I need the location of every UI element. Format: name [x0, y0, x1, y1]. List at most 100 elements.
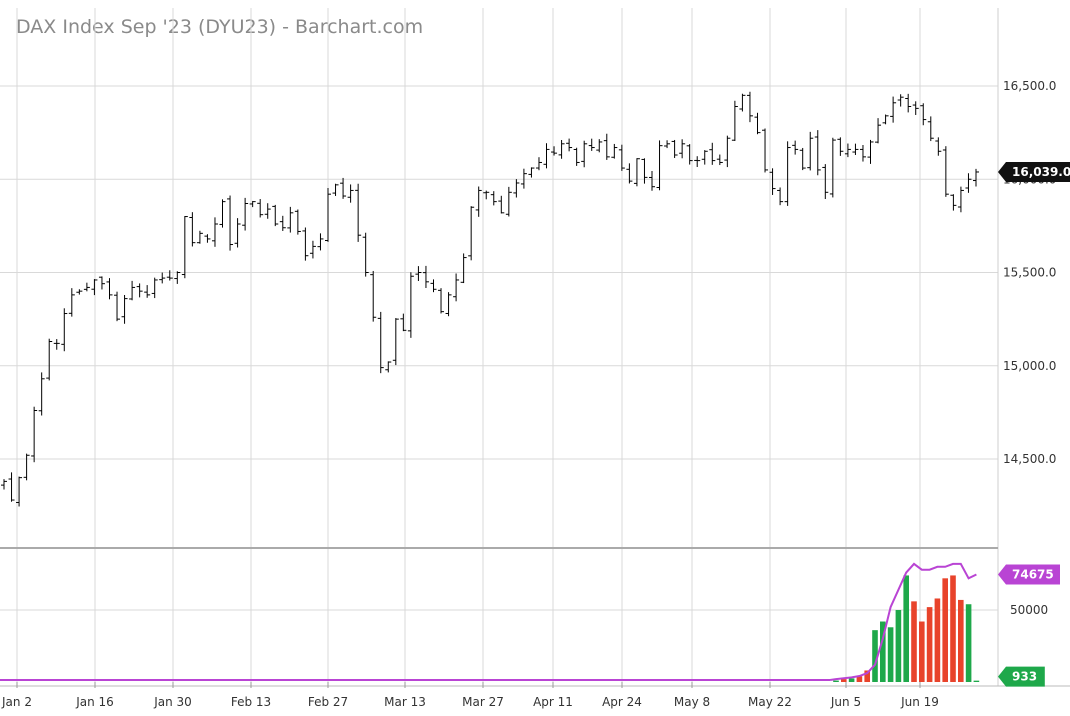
- volume-bar: [848, 678, 855, 682]
- ohlc-bar: [242, 197, 249, 231]
- volume-bar: [903, 575, 909, 682]
- x-tick-label: Feb 13: [231, 695, 271, 709]
- ohlc-bar: [686, 144, 693, 165]
- ohlc-bar: [829, 137, 836, 198]
- ohlc-bar: [694, 156, 701, 168]
- ohlc-bar: [641, 158, 648, 184]
- ohlc-bar: [1, 479, 7, 490]
- x-tick-label: Mar 27: [462, 695, 504, 709]
- ohlc-bar: [407, 272, 414, 338]
- ohlc-bar: [528, 167, 535, 178]
- ohlc-bar: [181, 215, 188, 279]
- ohlc-bar: [513, 179, 520, 198]
- ohlc-bar: [430, 279, 437, 293]
- ohlc-bar: [129, 280, 136, 301]
- ohlc-bar: [859, 144, 866, 162]
- ohlc-bar: [656, 140, 663, 191]
- ohlc-bar: [325, 187, 331, 242]
- ohlc-bar: [98, 276, 105, 290]
- ohlc-bar: [91, 279, 98, 296]
- last-volume-badge-text: 933: [1012, 670, 1037, 684]
- ohlc-bar: [196, 230, 203, 244]
- ohlc-bar: [701, 150, 708, 165]
- ohlc-bar: [46, 338, 53, 381]
- ohlc-bar: [664, 140, 671, 149]
- y-tick-label: 15,000.0: [1003, 359, 1056, 373]
- ohlc-bar: [61, 308, 68, 352]
- y-axis: 14,500.015,000.015,500.016,000.016,500.0…: [1003, 79, 1056, 617]
- ohlc-bar: [189, 212, 196, 247]
- y-tick-label: 16,500.0: [1003, 79, 1056, 93]
- ohlc-bar: [799, 147, 806, 171]
- x-tick-label: Jun 19: [900, 695, 939, 709]
- ohlc-bar: [852, 143, 859, 155]
- ohlc-bar: [8, 472, 15, 502]
- ohlc-bar: [106, 278, 113, 300]
- ohlc-bar: [38, 372, 45, 416]
- ohlc-bar: [460, 253, 467, 284]
- grid: [0, 8, 1070, 687]
- ohlc-bar: [543, 143, 550, 169]
- ohlc-bar: [716, 154, 723, 166]
- x-tick-label: Jan 16: [75, 695, 114, 709]
- volume-ma-badge-bg: [998, 564, 1060, 585]
- volume-bar: [919, 621, 925, 682]
- volume-bar: [911, 601, 917, 682]
- ohlc-bar: [121, 294, 128, 324]
- ohlc-bar: [822, 164, 829, 200]
- ohlc-bar: [905, 93, 912, 113]
- ohlc-bar: [309, 240, 316, 259]
- ohlc-bar: [792, 140, 799, 155]
- ohlc-bar: [211, 217, 218, 247]
- x-axis: Jan 2 Jan 16 Jan 30 Feb 13 Feb 27 Mar 13 Mar 2…: [1, 682, 939, 709]
- ohlc-bar: [438, 288, 445, 314]
- ohlc-bar: [957, 186, 964, 213]
- ohlc-bar: [76, 289, 83, 295]
- ohlc-bar: [453, 273, 460, 302]
- ohlc-bar: [257, 199, 264, 218]
- ohlc-bar: [422, 265, 429, 289]
- ohlc-bar: [777, 187, 784, 206]
- ohlc-bar: [558, 140, 565, 159]
- ohlc-bar: [633, 158, 640, 187]
- ohlc-bar: [332, 183, 339, 196]
- ohlc-bar: [807, 131, 814, 171]
- ohlc-bar: [754, 112, 761, 135]
- ohlc-bar: [746, 91, 753, 123]
- ohlc-bar: [671, 139, 678, 158]
- ohlc-bar: [279, 215, 286, 231]
- volume-bar: [864, 670, 870, 682]
- ohlc-bar: [784, 141, 791, 206]
- ohlc-bar: [340, 177, 347, 199]
- ohlc-bar: [136, 283, 143, 298]
- ohlc-bar: [762, 128, 769, 173]
- volume-bar: [934, 598, 941, 682]
- ohlc-bar: [68, 288, 75, 317]
- volume-bar: [973, 680, 980, 682]
- x-tick-label: Apr 11: [533, 695, 573, 709]
- ohlc-bar: [166, 270, 173, 281]
- ohlc-bar: [535, 157, 542, 171]
- ohlc-bar: [16, 476, 23, 507]
- ohlc-bar: [912, 101, 919, 115]
- ohlc-bar: [385, 361, 392, 373]
- ohlc-bar: [920, 103, 927, 126]
- volume-bar: [950, 575, 956, 682]
- volume-bar: [872, 630, 878, 682]
- ohlc-bar: [935, 137, 942, 156]
- volume-bar: [958, 599, 964, 682]
- ohlc-bar: [362, 232, 369, 277]
- ohlc-bar: [498, 195, 505, 214]
- ohlc-bar: [272, 204, 279, 227]
- x-tick-label: Jan 30: [153, 695, 192, 709]
- ohlc-bar: [400, 313, 407, 332]
- ohlc-bar: [927, 116, 934, 142]
- ohlc-bar: [897, 94, 904, 107]
- ohlc-bar: [144, 285, 151, 298]
- ohlc-bar: [626, 163, 633, 184]
- ohlc-bar: [264, 203, 271, 219]
- y-tick-label: 14,500.0: [1003, 452, 1056, 466]
- ohlc-bar: [151, 277, 158, 299]
- ohlc-bar: [392, 318, 399, 366]
